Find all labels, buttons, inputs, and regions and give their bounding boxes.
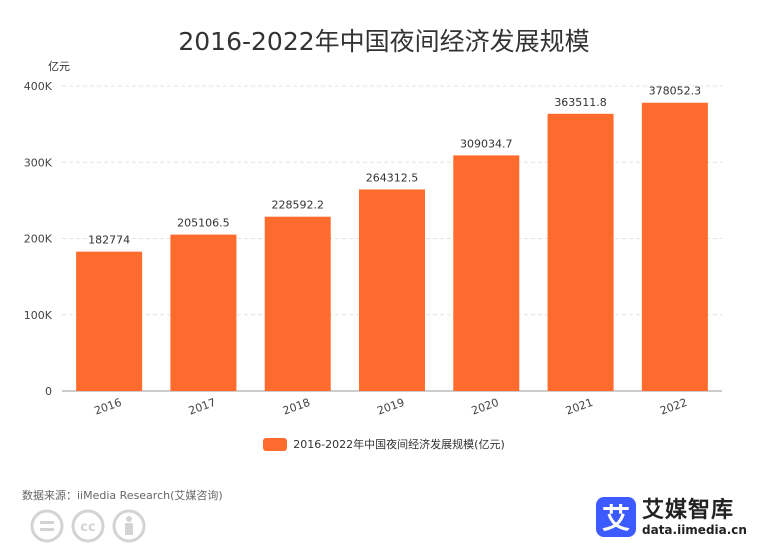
y-tick-label: 0 [45, 385, 52, 398]
data-label: 309034.7 [460, 137, 513, 150]
chart-title: 2016-2022年中国夜间经济发展规模 [178, 27, 590, 56]
data-label: 378052.3 [649, 85, 702, 98]
logo-mark: 艾 [596, 497, 636, 537]
y-tick-label: 400K [24, 80, 53, 93]
bar [76, 251, 143, 391]
y-tick-label: 200K [24, 233, 53, 246]
legend-swatch [263, 437, 288, 451]
data-label: 264312.5 [366, 171, 419, 184]
bar [264, 216, 331, 391]
y-tick-label: 300K [24, 156, 53, 169]
data-source: 数据来源：iiMedia Research(艾媒咨询) [22, 489, 223, 502]
cc-nd-icon [30, 509, 64, 543]
svg-text:cc: cc [80, 520, 95, 535]
x-tick-label: 2019 [375, 396, 406, 418]
legend-label: 2016-2022年中国夜间经济发展规模(亿元) [293, 438, 505, 451]
x-tick-label: 2018 [281, 396, 312, 418]
bar [453, 155, 520, 391]
cc-by-icon [112, 509, 146, 543]
data-label: 228592.2 [271, 199, 324, 212]
data-label: 205106.5 [177, 217, 230, 230]
bar [547, 113, 614, 391]
creative-commons-icons: cc [30, 509, 146, 543]
bar-chart: 亿元 0 100K 200K 300K 400K 182774 2016 205106.5 201… [24, 60, 722, 418]
x-tick-label: 2017 [187, 396, 218, 418]
bar [170, 234, 237, 391]
logo-name: 艾媒智库 [642, 497, 735, 523]
brand-logo: 艾 艾媒智库 data.iimedia.cn [596, 497, 747, 537]
cc-icon: cc [71, 509, 105, 543]
y-tick-label: 100K [24, 309, 53, 322]
bar [641, 102, 708, 392]
x-tick-label: 2016 [93, 396, 124, 418]
y-axis-unit: 亿元 [48, 60, 70, 73]
logo-url: data.iimedia.cn [642, 522, 747, 537]
data-label: 182774 [88, 234, 130, 247]
data-label: 363511.8 [554, 96, 607, 109]
x-tick-label: 2021 [564, 396, 595, 418]
x-tick-label: 2020 [470, 396, 501, 418]
bar [359, 189, 425, 391]
x-tick-label: 2022 [658, 396, 689, 418]
legend[interactable]: 2016-2022年中国夜间经济发展规模(亿元) [0, 436, 768, 452]
